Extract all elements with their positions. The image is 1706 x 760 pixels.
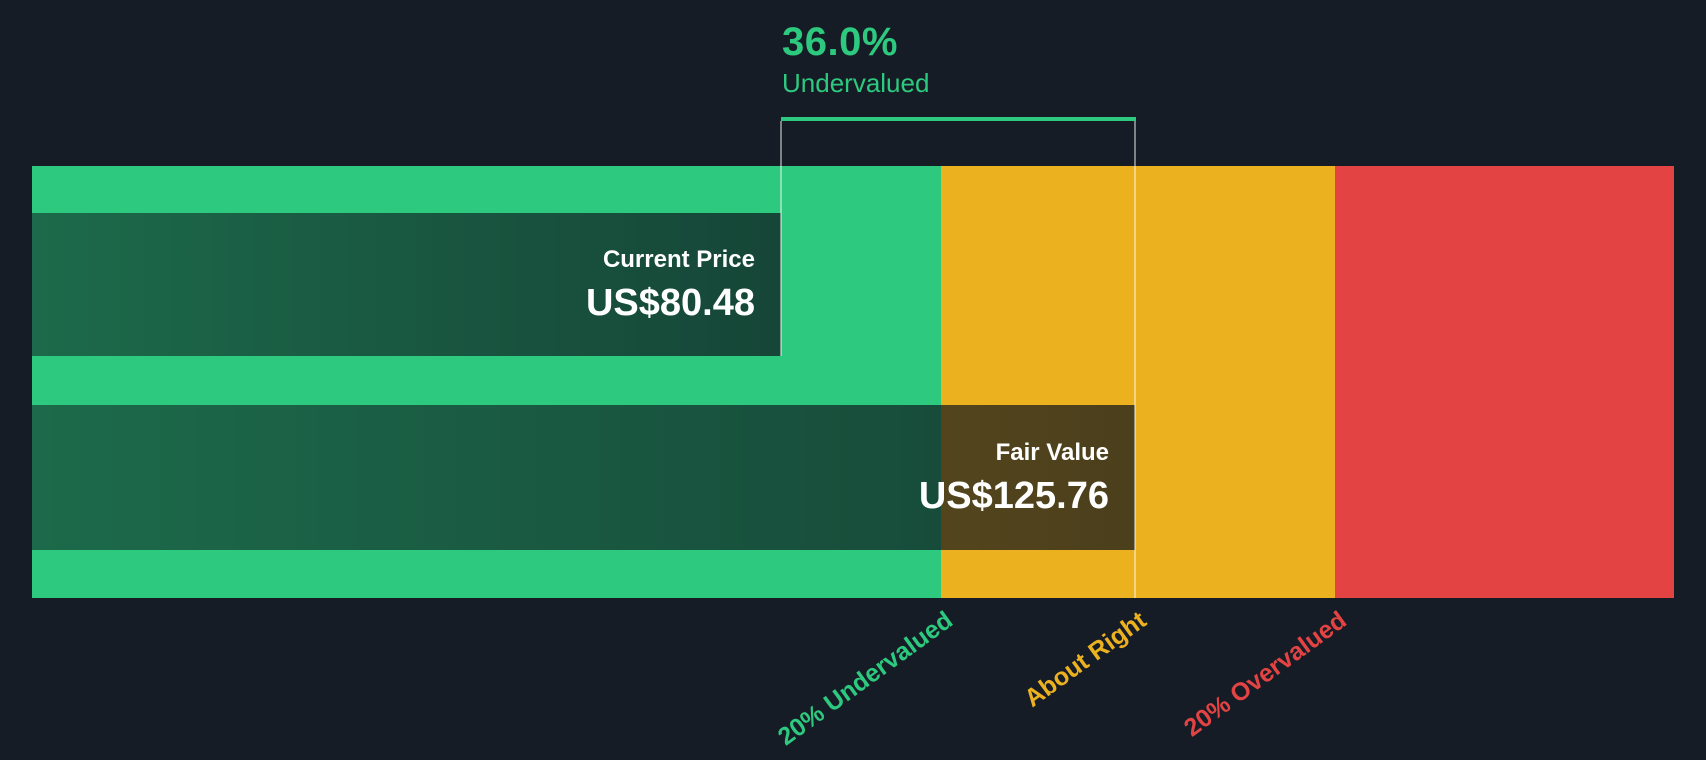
fair-value-label: Fair Value — [995, 438, 1109, 466]
fair-value-marker-line — [1134, 121, 1136, 598]
current-price-label: Current Price — [602, 245, 755, 273]
discount-bracket-line — [781, 117, 1136, 121]
fair-value-bar: Fair Value US$125.76 — [32, 405, 1135, 550]
discount-percent: 36.0% — [782, 20, 898, 64]
current-price-bar: Current Price US$80.48 — [32, 213, 781, 356]
current-price-value: US$80.48 — [585, 281, 755, 324]
discount-status: Undervalued — [782, 68, 930, 98]
axis-label-20pct-undervalued: 20% Undervalued — [772, 606, 958, 752]
discount-annotation: 36.0% Undervalued — [782, 20, 929, 98]
zone-overvalued — [1335, 166, 1674, 598]
current-price-marker-line — [780, 121, 782, 356]
axis-label-about-right: About Right — [1019, 606, 1152, 713]
valuation-strip: Current Price US$80.48 Fair Value US$125… — [32, 166, 1674, 598]
fair-value-value: US$125.76 — [918, 474, 1109, 517]
axis-label-20pct-overvalued: 20% Overvalued — [1178, 606, 1352, 743]
